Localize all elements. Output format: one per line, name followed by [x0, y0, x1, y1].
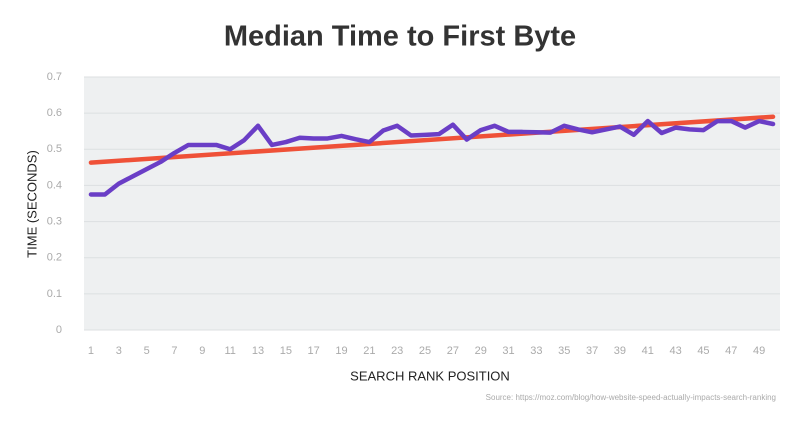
y-tick-label: 0.7: [47, 71, 62, 83]
x-tick-label: 21: [363, 345, 375, 357]
x-tick-label: 29: [475, 345, 487, 357]
x-tick-label: 37: [586, 345, 598, 357]
y-tick-label: 0.2: [47, 252, 62, 264]
y-tick-label: 0.6: [47, 107, 62, 119]
y-tick-label: 0.5: [47, 143, 62, 155]
x-tick-label: 49: [753, 345, 765, 357]
line-series: [88, 118, 776, 197]
x-tick-label: 27: [447, 345, 459, 357]
line-series: [88, 114, 776, 165]
x-tick-label: 17: [308, 345, 320, 357]
x-tick-label: 45: [697, 345, 709, 357]
x-tick-label: 41: [642, 345, 654, 357]
x-tick-label: 13: [252, 345, 264, 357]
x-tick-label: 35: [558, 345, 570, 357]
plot-background: [84, 77, 780, 330]
x-tick-label: 39: [614, 345, 626, 357]
x-tick-label: 31: [502, 345, 514, 357]
y-tick-label: 0.3: [47, 215, 62, 227]
chart-title: Median Time to First Byte: [224, 21, 576, 53]
x-tick-label: 5: [144, 345, 150, 357]
y-tick-label: 0.1: [47, 288, 62, 300]
x-tick-label: 25: [419, 345, 431, 357]
x-axis-label: SEARCH RANK POSITION: [350, 368, 510, 383]
x-tick-label: 47: [725, 345, 737, 357]
x-tick-label: 1: [88, 345, 94, 357]
x-tick-label: 7: [171, 345, 177, 357]
y-axis-label: TIME (SECONDS): [24, 150, 39, 258]
x-tick-label: 19: [335, 345, 347, 357]
x-tick-label: 15: [280, 345, 292, 357]
y-tick-label: 0: [56, 324, 62, 336]
x-tick-label: 23: [391, 345, 403, 357]
x-tick-label: 3: [116, 345, 122, 357]
x-tick-label: 33: [530, 345, 542, 357]
y-tick-label: 0.4: [47, 179, 62, 191]
x-tick-label: 43: [669, 345, 681, 357]
x-tick-label: 11: [224, 345, 235, 357]
x-tick-label: 9: [199, 345, 205, 357]
source: Source: https://moz.com/blog/how-website…: [486, 393, 776, 402]
